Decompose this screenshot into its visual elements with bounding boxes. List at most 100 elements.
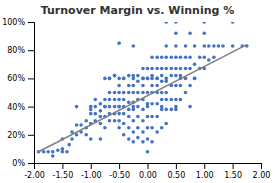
tick-mark (28, 135, 34, 136)
point (99, 115, 103, 119)
point (202, 55, 206, 59)
point (170, 74, 174, 78)
point (108, 105, 112, 109)
marks (37, 22, 249, 158)
tick: 60% (7, 74, 34, 83)
point (174, 105, 178, 109)
point (103, 105, 107, 109)
point (127, 108, 131, 112)
point (136, 74, 140, 78)
point (117, 126, 121, 130)
chart: Turnover Margin vs. Winning %-2.00-1.50-… (0, 0, 275, 183)
point (150, 84, 154, 88)
point (174, 55, 178, 59)
tick-label: -0.50 (109, 171, 130, 180)
point (150, 74, 154, 78)
point (141, 119, 145, 123)
point (89, 105, 93, 109)
point (127, 137, 131, 141)
tick: 80% (7, 46, 34, 55)
point (150, 126, 154, 130)
point (150, 140, 154, 144)
tick: 20% (7, 131, 34, 140)
tick-label: 0.00 (139, 171, 157, 180)
tick-mark (28, 50, 34, 51)
point (75, 123, 79, 127)
point (141, 77, 145, 81)
tick: -2.00 (24, 163, 45, 180)
point (108, 119, 112, 123)
point (99, 137, 103, 141)
point (113, 119, 117, 123)
point (117, 105, 121, 109)
point (188, 84, 192, 88)
point (84, 133, 88, 137)
tick: -1.00 (81, 163, 102, 180)
point (113, 74, 117, 78)
point (141, 67, 145, 71)
chart-container: Turnover Margin vs. Winning %-2.00-1.50-… (0, 0, 275, 183)
y-axis: 0%20%40%60%80%100% (2, 18, 34, 168)
tick-label: -1.50 (53, 171, 74, 180)
point (193, 77, 197, 81)
point (164, 108, 168, 112)
point (174, 67, 178, 71)
point (174, 22, 178, 24)
tick-label: 60% (7, 74, 25, 83)
point (108, 77, 112, 81)
point (132, 140, 136, 144)
tick-mark (176, 163, 177, 169)
point (132, 44, 136, 48)
point (174, 74, 178, 78)
tick-mark (28, 22, 34, 23)
point (155, 55, 159, 59)
tick-mark (28, 163, 34, 164)
point (184, 91, 188, 95)
scatter-series (37, 22, 249, 158)
point (117, 41, 121, 45)
point (170, 67, 174, 71)
point (103, 126, 107, 130)
tick-mark (91, 163, 92, 169)
point (70, 137, 74, 141)
point (46, 150, 50, 154)
point (67, 143, 71, 147)
point (231, 22, 235, 24)
chart-title: Turnover Margin vs. Winning % (41, 4, 235, 17)
tick-mark (62, 163, 63, 169)
point (146, 137, 150, 141)
point (160, 98, 164, 102)
point (141, 77, 145, 81)
tick-label: 20% (7, 131, 25, 140)
point (108, 77, 112, 81)
point (155, 77, 159, 81)
point (155, 84, 159, 88)
point (132, 119, 136, 123)
point (179, 67, 183, 71)
point (164, 122, 168, 126)
point (136, 91, 140, 95)
point (174, 98, 178, 102)
point (108, 91, 112, 95)
point (174, 31, 178, 35)
tick: 0.50 (167, 163, 185, 180)
point (193, 63, 197, 67)
point (146, 150, 150, 154)
point (221, 44, 225, 48)
point (160, 79, 164, 83)
point (103, 98, 107, 102)
point (141, 84, 145, 88)
point (127, 84, 131, 88)
point (193, 44, 197, 48)
point (188, 67, 192, 71)
point (160, 105, 164, 109)
point (160, 74, 164, 78)
point (202, 44, 206, 48)
tick-mark (261, 163, 262, 169)
tick-label: 1.50 (224, 171, 242, 180)
point (207, 44, 211, 48)
point (113, 91, 117, 95)
point (127, 91, 131, 95)
point (84, 119, 88, 123)
point (93, 105, 97, 109)
